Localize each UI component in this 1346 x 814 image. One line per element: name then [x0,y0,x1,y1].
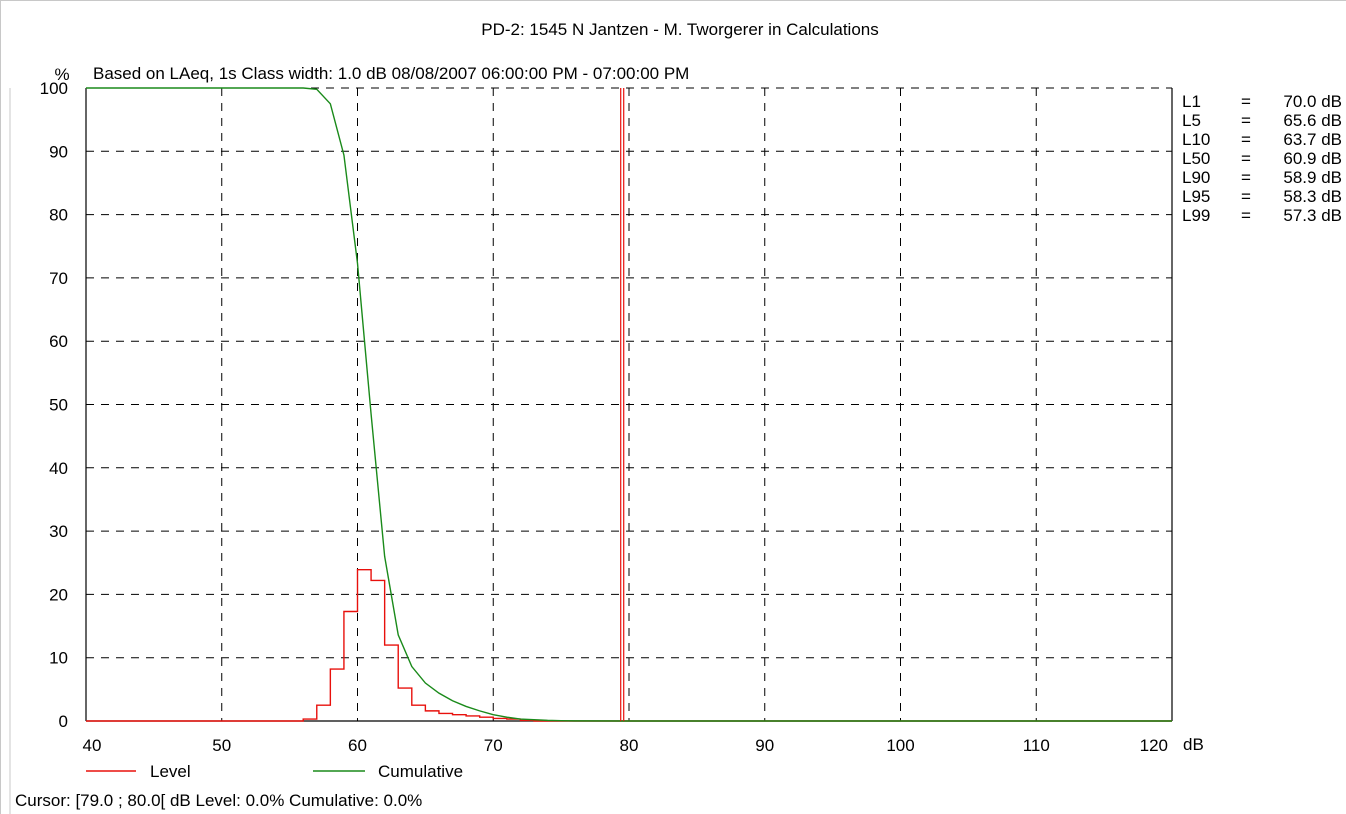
grid [86,87,1172,721]
stat-eq-l5: = [1241,111,1251,130]
level-bin-62 [385,645,399,721]
stat-label-l90: L90 [1182,168,1210,187]
legend-label-level: Level [150,762,191,781]
level-series-line [86,569,1172,722]
stat-label-l99: L99 [1182,206,1210,225]
x-tick-label-100: 100 [886,736,914,755]
level-bin-60 [358,570,372,721]
stat-label-l1: L1 [1182,92,1201,111]
cumulative-series-line [86,87,1172,722]
stat-eq-l99: = [1241,206,1251,225]
level-bin-56 [303,719,317,721]
y-tick-label-90: 90 [49,142,68,161]
chart-subtitle: Based on LAeq, 1s Class width: 1.0 dB 08… [93,64,689,83]
level-bin-72 [520,720,534,721]
chart-title: PD-2: 1545 N Jantzen - M. Tworgerer in C… [481,20,878,39]
plot-area[interactable] [85,87,1173,722]
tick-labels: 0 10 20 30 40 50 60 70 80 90 100 40 50 60 70 80 90 100 110… [40,79,1168,755]
level-bin-69 [480,717,494,721]
stat-eq-l90: = [1241,168,1251,187]
stat-label-l5: L5 [1182,111,1201,130]
y-tick-label-100: 100 [40,79,68,98]
y-tick-label-20: 20 [49,585,68,604]
stat-eq-l50: = [1241,149,1251,168]
cursor-readout: Cursor: [79.0 ; 80.0[ dB Level: 0.0% Cum… [15,791,422,810]
percentile-statistics: L1 = 70.0 dB L5 = 65.6 dB L10 = 63.7 dB L50 = 60.9 … [1182,92,1342,225]
level-bin-70 [493,718,507,721]
stat-label-l10: L10 [1182,130,1210,149]
level-bin-57 [317,705,331,721]
y-tick-label-70: 70 [49,269,68,288]
level-bin-59 [344,611,358,721]
stat-eq-l95: = [1241,187,1251,206]
stat-value-l50: 60.9 dB [1283,149,1342,168]
level-bin-68 [466,716,480,721]
stat-value-l10: 63.7 dB [1283,130,1342,149]
level-bin-61 [371,580,385,721]
x-tick-label-120: 120 [1140,736,1168,755]
stat-label-l50: L50 [1182,149,1210,168]
stat-value-l1: 70.0 dB [1283,92,1342,111]
stat-value-l90: 58.9 dB [1283,168,1342,187]
y-tick-label-60: 60 [49,332,68,351]
x-tick-label-50: 50 [212,736,231,755]
y-tick-label-40: 40 [49,459,68,478]
x-tick-label-110: 110 [1023,736,1050,755]
stat-eq-l1: = [1241,92,1251,111]
level-bin-66 [439,713,453,721]
y-tick-label-50: 50 [49,396,68,415]
x-tick-label-70: 70 [484,736,503,755]
legend-label-cumulative: Cumulative [378,762,463,781]
x-tick-label-60: 60 [348,736,367,755]
stat-value-l99: 57.3 dB [1283,206,1342,225]
x-tick-label-90: 90 [755,736,774,755]
level-bin-58 [330,669,344,721]
stat-value-l5: 65.6 dB [1283,111,1342,130]
y-tick-label-80: 80 [49,206,68,225]
stat-value-l95: 58.3 dB [1283,187,1342,206]
legend: Level Cumulative [86,762,463,781]
level-bin-64 [412,705,426,721]
level-bin-65 [425,711,439,721]
level-bin-63 [398,688,412,721]
level-bin-67 [453,715,467,721]
y-tick-label-0: 0 [59,712,68,731]
x-tick-label-40: 40 [83,736,102,755]
y-axis-label: % [54,65,69,84]
x-tick-label-80: 80 [620,736,639,755]
stat-label-l95: L95 [1182,187,1210,206]
y-tick-label-10: 10 [49,649,68,668]
y-tick-label-30: 30 [49,522,68,541]
x-axis-unit-label: dB [1183,735,1204,754]
stat-eq-l10: = [1241,130,1251,149]
